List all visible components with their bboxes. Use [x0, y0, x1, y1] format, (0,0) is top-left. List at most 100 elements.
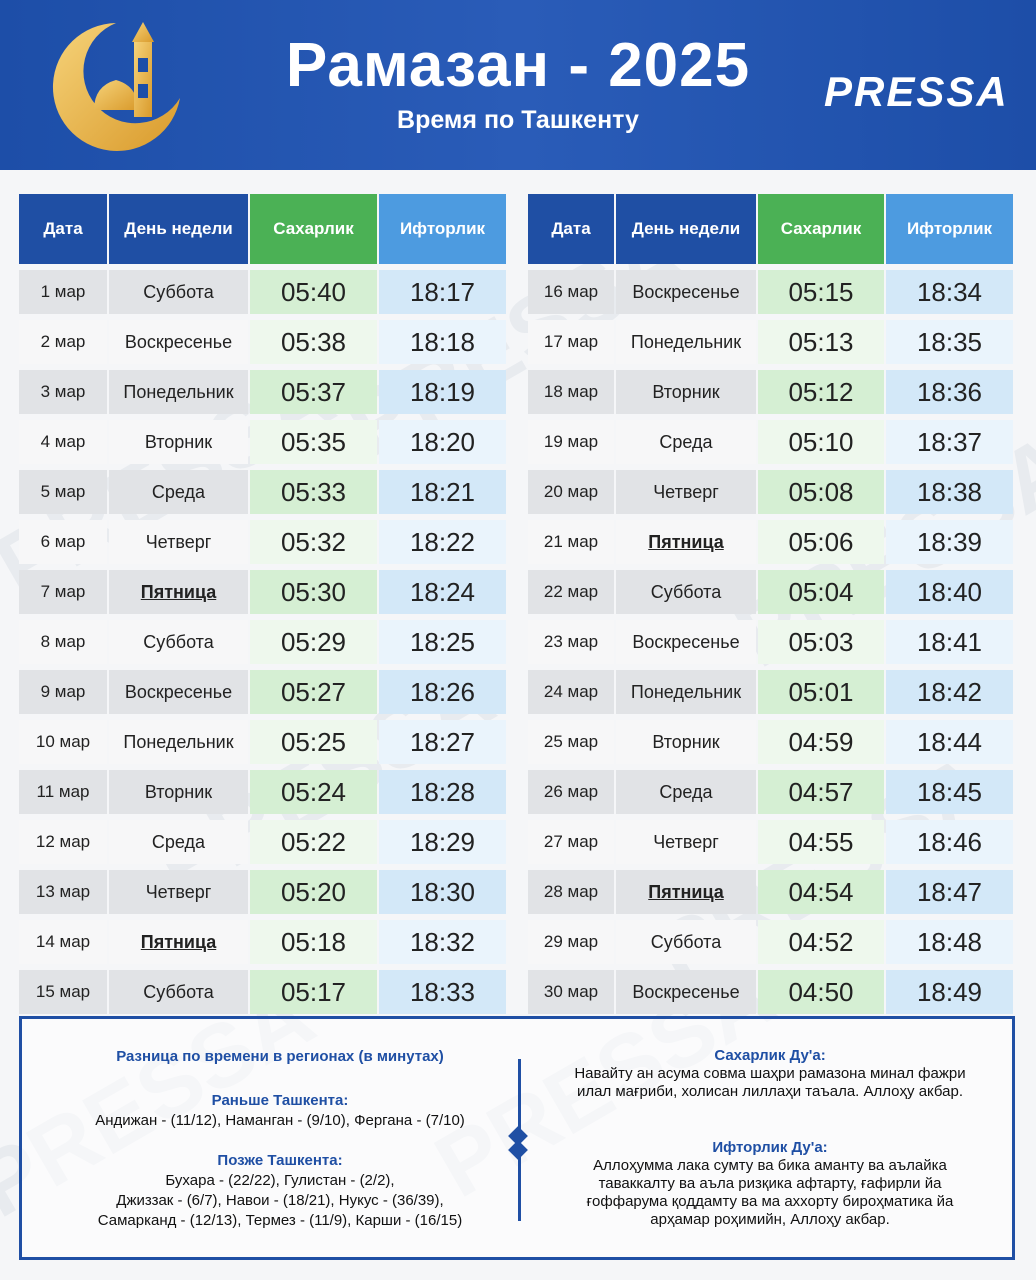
- sahar-time-cell: 05:13: [758, 320, 884, 364]
- day-cell: Воскресенье: [109, 320, 248, 364]
- day-cell: Среда: [109, 470, 248, 514]
- sahar-dua-title: Сахарлик Ду'а:: [714, 1047, 826, 1064]
- iftar-time-cell: 18:21: [379, 470, 506, 514]
- sahar-time-cell: 05:22: [250, 820, 377, 864]
- table-row: 13 мар Четверг 05:20 18:30: [19, 870, 506, 914]
- iftar-time-cell: 18:47: [886, 870, 1013, 914]
- date-cell: 21 мар: [528, 520, 614, 564]
- iftar-dua-line: арҳамар роҳимийн, Аллоҳу акбар.: [650, 1211, 890, 1228]
- day-cell: Воскресенье: [109, 670, 248, 714]
- header-day: День недели: [616, 194, 756, 264]
- header-banner: Рамазан - 2025 Время по Ташкенту PRESSA: [0, 0, 1036, 170]
- date-cell: 23 мар: [528, 620, 614, 664]
- iftar-time-cell: 18:37: [886, 420, 1013, 464]
- date-cell: 22 мар: [528, 570, 614, 614]
- iftar-time-cell: 18:49: [886, 970, 1013, 1014]
- regions-section: Разница по времени в регионах (в минутах…: [40, 1047, 520, 1231]
- date-cell: 20 мар: [528, 470, 614, 514]
- date-cell: 25 мар: [528, 720, 614, 764]
- table-row: 25 мар Вторник 04:59 18:44: [528, 720, 1013, 764]
- sahar-time-cell: 05:04: [758, 570, 884, 614]
- sahar-time-cell: 04:50: [758, 970, 884, 1014]
- date-cell: 6 мар: [19, 520, 107, 564]
- day-cell: Вторник: [616, 370, 756, 414]
- header-sahar: Сахарлик: [250, 194, 377, 264]
- earlier-title: Раньше Ташкента:: [211, 1092, 349, 1109]
- duas-section: Сахарлик Ду'а: Навайту ан асума совма ша…: [542, 1047, 998, 1229]
- date-cell: 4 мар: [19, 420, 107, 464]
- iftar-time-cell: 18:36: [886, 370, 1013, 414]
- sahar-time-cell: 05:32: [250, 520, 377, 564]
- date-cell: 16 мар: [528, 270, 614, 314]
- table-row: 16 мар Воскресенье 05:15 18:34: [528, 270, 1013, 314]
- iftar-time-cell: 18:41: [886, 620, 1013, 664]
- iftar-dua-line: Аллоҳумма лака сумту ва бика аманту ва а…: [593, 1157, 947, 1174]
- table-row: 30 мар Воскресенье 04:50 18:49: [528, 970, 1013, 1014]
- table-row: 6 мар Четверг 05:32 18:22: [19, 520, 506, 564]
- iftar-time-cell: 18:44: [886, 720, 1013, 764]
- day-cell: Пятница: [616, 520, 756, 564]
- table-row: 21 мар Пятница 05:06 18:39: [528, 520, 1013, 564]
- day-cell: Воскресенье: [616, 270, 756, 314]
- later-line: Джиззак - (6/7), Навои - (18/21), Нукус …: [116, 1192, 444, 1209]
- iftar-time-cell: 18:17: [379, 270, 506, 314]
- crescent-mosque-icon: [52, 22, 180, 151]
- earlier-line: Андижан - (11/12), Наманган - (9/10), Фе…: [95, 1112, 465, 1129]
- iftar-time-cell: 18:20: [379, 420, 506, 464]
- iftar-time-cell: 18:40: [886, 570, 1013, 614]
- table-row: 8 мар Суббота 05:29 18:25: [19, 620, 506, 664]
- day-cell: Среда: [616, 770, 756, 814]
- day-cell: Суббота: [109, 620, 248, 664]
- iftar-time-cell: 18:26: [379, 670, 506, 714]
- day-cell: Вторник: [109, 420, 248, 464]
- sahar-time-cell: 05:10: [758, 420, 884, 464]
- date-cell: 29 мар: [528, 920, 614, 964]
- day-cell: Пятница: [616, 870, 756, 914]
- iftar-time-cell: 18:33: [379, 970, 506, 1014]
- iftar-dua-title: Ифторлик Ду'а:: [712, 1139, 828, 1156]
- iftar-time-cell: 18:25: [379, 620, 506, 664]
- iftar-time-cell: 18:32: [379, 920, 506, 964]
- date-cell: 8 мар: [19, 620, 107, 664]
- iftar-time-cell: 18:28: [379, 770, 506, 814]
- sahar-time-cell: 05:20: [250, 870, 377, 914]
- date-cell: 7 мар: [19, 570, 107, 614]
- table-row: 29 мар Суббота 04:52 18:48: [528, 920, 1013, 964]
- iftar-time-cell: 18:19: [379, 370, 506, 414]
- sahar-time-cell: 05:25: [250, 720, 377, 764]
- table-row: 24 мар Понедельник 05:01 18:42: [528, 670, 1013, 714]
- sahar-time-cell: 05:01: [758, 670, 884, 714]
- sahar-time-cell: 05:06: [758, 520, 884, 564]
- sahar-time-cell: 04:54: [758, 870, 884, 914]
- table-row: 3 мар Понедельник 05:37 18:19: [19, 370, 506, 414]
- date-cell: 18 мар: [528, 370, 614, 414]
- day-cell: Среда: [109, 820, 248, 864]
- sahar-time-cell: 05:08: [758, 470, 884, 514]
- date-cell: 1 мар: [19, 270, 107, 314]
- date-cell: 24 мар: [528, 670, 614, 714]
- sahar-time-cell: 04:55: [758, 820, 884, 864]
- header-sahar: Сахарлик: [758, 194, 884, 264]
- day-cell: Суббота: [109, 970, 248, 1014]
- day-cell: Суббота: [616, 570, 756, 614]
- table-row: 27 мар Четверг 04:55 18:46: [528, 820, 1013, 864]
- date-cell: 15 мар: [19, 970, 107, 1014]
- friday-label: Пятница: [140, 931, 217, 952]
- iftar-time-cell: 18:42: [886, 670, 1013, 714]
- date-cell: 5 мар: [19, 470, 107, 514]
- table-row: 4 мар Вторник 05:35 18:20: [19, 420, 506, 464]
- sahar-dua-line: илал мағриби, холисан лиллаҳи таъала. Ал…: [576, 1083, 964, 1100]
- sahar-time-cell: 05:38: [250, 320, 377, 364]
- day-cell: Воскресенье: [616, 970, 756, 1014]
- table-row: 23 мар Воскресенье 05:03 18:41: [528, 620, 1013, 664]
- day-cell: Пятница: [109, 920, 248, 964]
- day-cell: Суббота: [109, 270, 248, 314]
- day-cell: Четверг: [109, 520, 248, 564]
- sahar-time-cell: 05:18: [250, 920, 377, 964]
- iftar-time-cell: 18:30: [379, 870, 506, 914]
- day-cell: Четверг: [616, 820, 756, 864]
- friday-label: Пятница: [140, 581, 217, 602]
- date-cell: 13 мар: [19, 870, 107, 914]
- date-cell: 10 мар: [19, 720, 107, 764]
- header-iftar: Ифторлик: [886, 194, 1013, 264]
